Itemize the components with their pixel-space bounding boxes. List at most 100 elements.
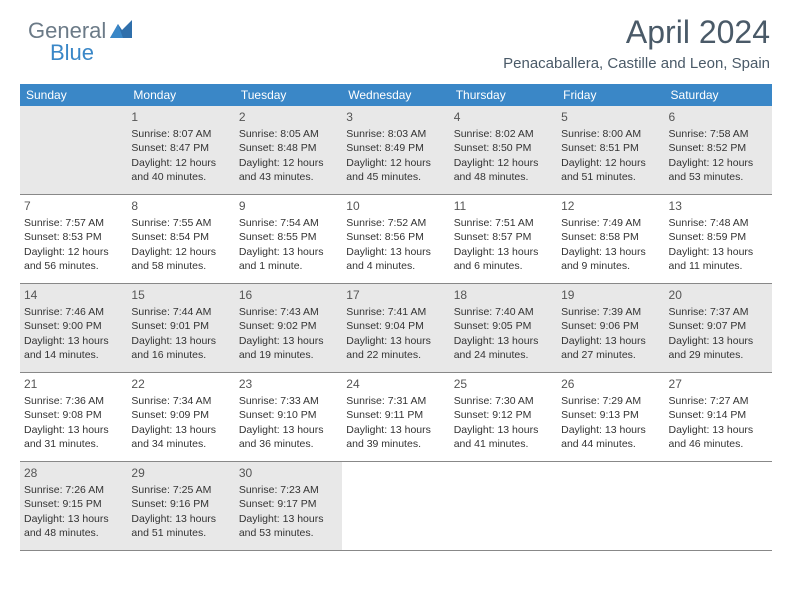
calendar-header-cell: Saturday [665,84,772,106]
sunset-text: Sunset: 8:48 PM [239,141,338,155]
sunrise-text: Sunrise: 7:40 AM [454,305,553,319]
calendar-day-cell: 20Sunrise: 7:37 AMSunset: 9:07 PMDayligh… [665,284,772,372]
calendar-day-cell: 7 Sunrise: 7:57 AMSunset: 8:53 PMDaylight… [20,195,127,283]
page-subtitle: Penacaballera, Castille and Leon, Spain [503,55,770,72]
sunrise-text: Sunrise: 7:43 AM [239,305,338,319]
calendar-day-cell: 26Sunrise: 7:29 AMSunset: 9:13 PMDayligh… [557,373,664,461]
day-number: 8 [131,198,230,214]
sunrise-text: Sunrise: 7:31 AM [346,394,445,408]
sunset-text: Sunset: 8:56 PM [346,230,445,244]
day-number: 19 [561,287,660,303]
day-number: 20 [669,287,768,303]
calendar-day-cell: 12 Sunrise: 7:49 AMSunset: 8:58 PMDayligh… [557,195,664,283]
daylight-text: Daylight: 12 hours and 43 minutes. [239,156,338,184]
calendar-header-cell: Monday [127,84,234,106]
day-number: 12 [561,198,660,214]
daylight-text: Daylight: 13 hours and 51 minutes. [131,512,230,540]
sunset-text: Sunset: 8:59 PM [669,230,768,244]
day-number: 21 [24,376,123,392]
daylight-text: Daylight: 13 hours and 53 minutes. [239,512,338,540]
day-number: 17 [346,287,445,303]
sunset-text: Sunset: 9:04 PM [346,319,445,333]
sunrise-text: Sunrise: 7:26 AM [24,483,123,497]
calendar-day-cell: 9Sunrise: 7:54 AMSunset: 8:55 PMDaylight… [235,195,342,283]
sunset-text: Sunset: 8:58 PM [561,230,660,244]
page-title: April 2024 [503,14,770,51]
logo-text-blue: Blue [50,40,94,65]
daylight-text: Daylight: 12 hours and 45 minutes. [346,156,445,184]
calendar-day-cell: 23Sunrise: 7:33 AMSunset: 9:10 PMDayligh… [235,373,342,461]
day-number: 10 [346,198,445,214]
calendar-week-row: 14Sunrise: 7:46 AMSunset: 9:00 PMDayligh… [20,284,772,373]
sunset-text: Sunset: 9:00 PM [24,319,123,333]
calendar-day-cell: 6Sunrise: 7:58 AMSunset: 8:52 PMDaylight… [665,106,772,194]
calendar-day-cell: 25Sunrise: 7:30 AMSunset: 9:12 PMDayligh… [450,373,557,461]
daylight-text: Daylight: 13 hours and 9 minutes. [561,245,660,273]
calendar-day-cell [450,462,557,550]
sunset-text: Sunset: 8:49 PM [346,141,445,155]
day-number: 2 [239,109,338,125]
sunrise-text: Sunrise: 7:49 AM [561,216,660,230]
daylight-text: Daylight: 13 hours and 44 minutes. [561,423,660,451]
calendar-day-cell: 22Sunrise: 7:34 AMSunset: 9:09 PMDayligh… [127,373,234,461]
daylight-text: Daylight: 13 hours and 34 minutes. [131,423,230,451]
sunrise-text: Sunrise: 7:29 AM [561,394,660,408]
daylight-text: Daylight: 13 hours and 41 minutes. [454,423,553,451]
sunrise-text: Sunrise: 7:58 AM [669,127,768,141]
sunrise-text: Sunrise: 7:55 AM [131,216,230,230]
calendar-day-cell: 16Sunrise: 7:43 AMSunset: 9:02 PMDayligh… [235,284,342,372]
daylight-text: Daylight: 13 hours and 27 minutes. [561,334,660,362]
sunset-text: Sunset: 9:15 PM [24,497,123,511]
sunrise-text: Sunrise: 7:57 AM [24,216,123,230]
day-number: 26 [561,376,660,392]
calendar-day-cell: 5Sunrise: 8:00 AMSunset: 8:51 PMDaylight… [557,106,664,194]
daylight-text: Daylight: 13 hours and 14 minutes. [24,334,123,362]
daylight-text: Daylight: 12 hours and 53 minutes. [669,156,768,184]
sunset-text: Sunset: 8:53 PM [24,230,123,244]
calendar-day-cell: 8Sunrise: 7:55 AMSunset: 8:54 PMDaylight… [127,195,234,283]
sunset-text: Sunset: 8:47 PM [131,141,230,155]
day-number: 27 [669,376,768,392]
sunset-text: Sunset: 8:54 PM [131,230,230,244]
day-number: 14 [24,287,123,303]
calendar-day-cell: 14Sunrise: 7:46 AMSunset: 9:00 PMDayligh… [20,284,127,372]
daylight-text: Daylight: 12 hours and 40 minutes. [131,156,230,184]
calendar-day-cell: 27Sunrise: 7:27 AMSunset: 9:14 PMDayligh… [665,373,772,461]
day-number: 28 [24,465,123,481]
calendar-day-cell: 24Sunrise: 7:31 AMSunset: 9:11 PMDayligh… [342,373,449,461]
sunset-text: Sunset: 9:09 PM [131,408,230,422]
sunset-text: Sunset: 9:10 PM [239,408,338,422]
day-number: 23 [239,376,338,392]
title-block: April 2024 Penacaballera, Castille and L… [503,14,770,72]
sunrise-text: Sunrise: 8:02 AM [454,127,553,141]
sunrise-text: Sunrise: 7:36 AM [24,394,123,408]
sunset-text: Sunset: 8:51 PM [561,141,660,155]
sunset-text: Sunset: 9:02 PM [239,319,338,333]
calendar-header-cell: Tuesday [235,84,342,106]
day-number: 18 [454,287,553,303]
calendar-day-cell: 15Sunrise: 7:44 AMSunset: 9:01 PMDayligh… [127,284,234,372]
calendar-week-row: 21Sunrise: 7:36 AMSunset: 9:08 PMDayligh… [20,373,772,462]
daylight-text: Daylight: 13 hours and 22 minutes. [346,334,445,362]
day-number: 5 [561,109,660,125]
sunrise-text: Sunrise: 7:34 AM [131,394,230,408]
day-number: 13 [669,198,768,214]
day-number: 7 [24,198,123,214]
daylight-text: Daylight: 12 hours and 56 minutes. [24,245,123,273]
calendar-header-row: SundayMondayTuesdayWednesdayThursdayFrid… [20,84,772,106]
calendar-header-cell: Thursday [450,84,557,106]
calendar-day-cell [20,106,127,194]
calendar: SundayMondayTuesdayWednesdayThursdayFrid… [20,84,772,551]
day-number: 15 [131,287,230,303]
sunset-text: Sunset: 9:16 PM [131,497,230,511]
sunrise-text: Sunrise: 7:44 AM [131,305,230,319]
sunset-text: Sunset: 9:12 PM [454,408,553,422]
day-number: 16 [239,287,338,303]
sunset-text: Sunset: 9:01 PM [131,319,230,333]
day-number: 30 [239,465,338,481]
sunrise-text: Sunrise: 7:33 AM [239,394,338,408]
day-number: 29 [131,465,230,481]
daylight-text: Daylight: 12 hours and 48 minutes. [454,156,553,184]
sunrise-text: Sunrise: 7:52 AM [346,216,445,230]
calendar-day-cell: 1Sunrise: 8:07 AMSunset: 8:47 PMDaylight… [127,106,234,194]
